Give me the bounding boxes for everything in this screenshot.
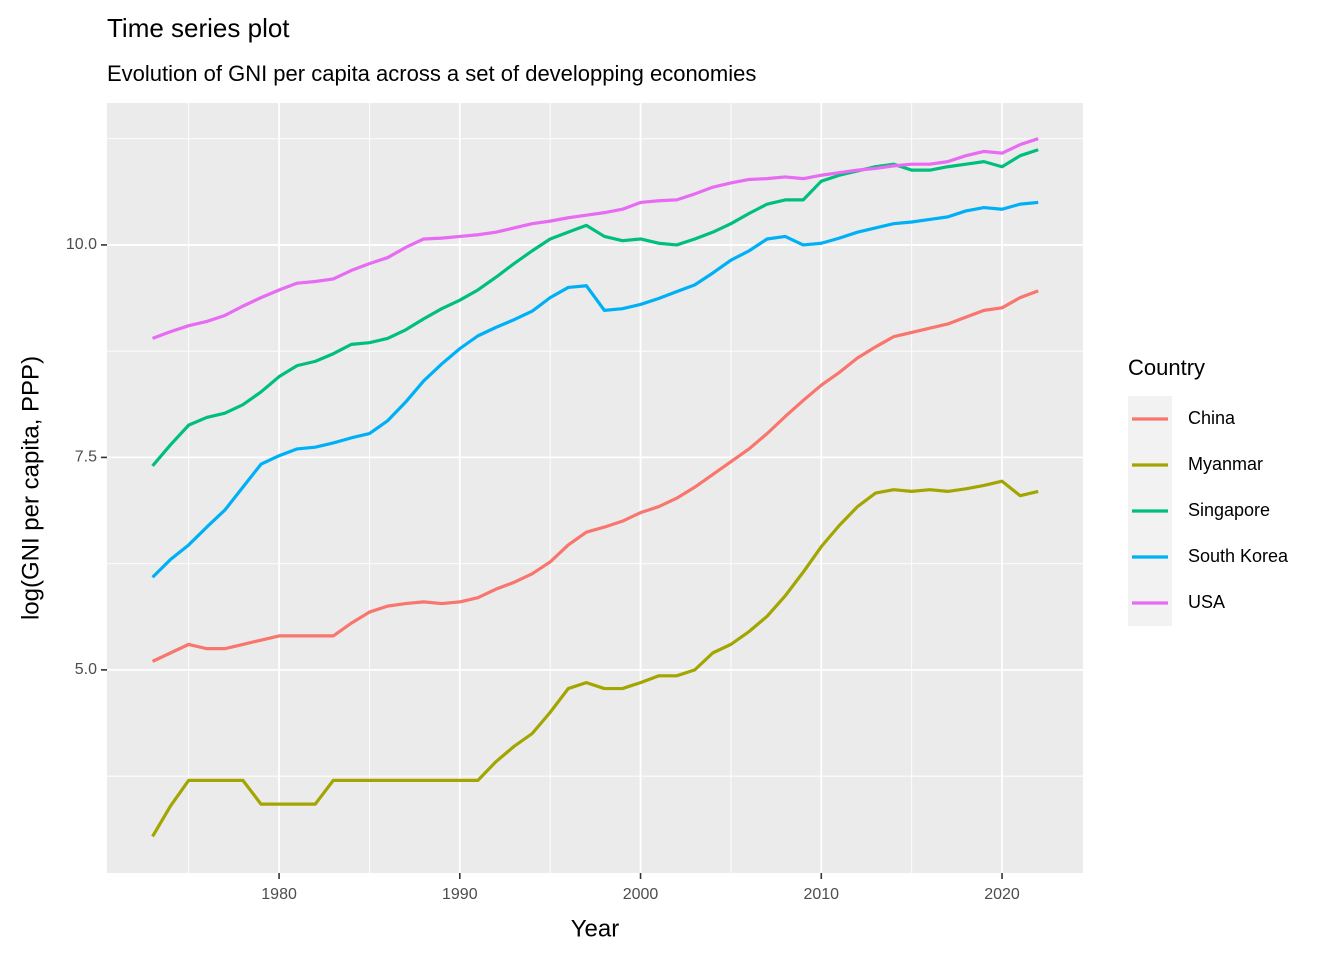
legend-item: South Korea <box>1132 546 1289 566</box>
series-line <box>151 479 1039 838</box>
series-line <box>151 148 1039 467</box>
legend-item: Myanmar <box>1132 454 1263 474</box>
x-axis-label: Year <box>571 915 620 942</box>
series-line <box>151 200 1039 579</box>
legend-title: Country <box>1128 355 1205 380</box>
legend-item: USA <box>1132 592 1225 612</box>
x-tick-label: 2020 <box>984 886 1020 903</box>
legend-label: China <box>1188 408 1236 428</box>
x-tick-label: 2010 <box>803 886 839 903</box>
legend-label: South Korea <box>1188 546 1289 566</box>
legend-item: Singapore <box>1132 500 1270 520</box>
y-tick-label: 7.5 <box>75 449 97 466</box>
chart-subtitle: Evolution of GNI per capita across a set… <box>107 61 756 86</box>
x-tick-label: 1990 <box>442 886 478 903</box>
x-tick-label: 2000 <box>623 886 659 903</box>
series-line <box>151 137 1039 340</box>
y-tick-label: 5.0 <box>75 661 97 678</box>
y-axis-label: log(GNI per capita, PPP) <box>17 356 44 620</box>
y-tick-label: 10.0 <box>66 236 97 253</box>
series-line <box>151 289 1039 663</box>
legend-label: Singapore <box>1188 500 1270 520</box>
legend-label: USA <box>1188 592 1225 612</box>
legend-item: China <box>1132 408 1236 428</box>
legend-label: Myanmar <box>1188 454 1263 474</box>
x-tick-label: 1980 <box>261 886 297 903</box>
chart-title: Time series plot <box>107 13 290 43</box>
